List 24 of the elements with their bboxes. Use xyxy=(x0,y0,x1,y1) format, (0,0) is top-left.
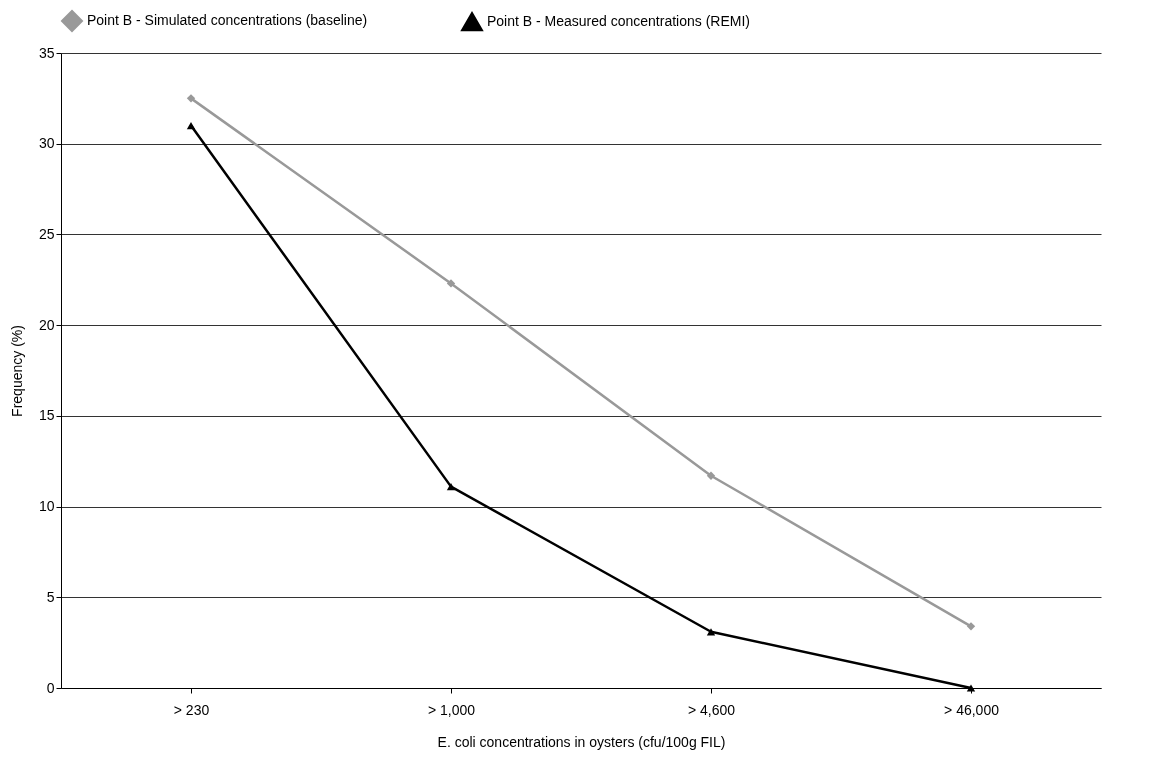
point xyxy=(966,622,976,631)
x-axis-title: E. coli concentrations in oysters (cfu/100g FIL) xyxy=(437,733,726,750)
x-tick-label: > 230 xyxy=(173,701,210,718)
x-tick-label: > 46,000 xyxy=(944,701,1000,718)
y-tick-label: 35 xyxy=(38,44,55,61)
x-tick-label: > 1,000 xyxy=(427,701,476,718)
y-tick-label: 15 xyxy=(38,407,55,424)
y-tick-label: 20 xyxy=(38,316,55,333)
point xyxy=(706,628,716,636)
point xyxy=(186,121,196,130)
y-axis-title: Frequency (%) xyxy=(8,325,25,417)
point xyxy=(706,471,716,480)
point xyxy=(186,94,196,103)
legend-label: Point B - Simulated concentrations (baseline) xyxy=(87,12,368,28)
y-tick-label: 25 xyxy=(38,225,55,242)
point xyxy=(446,279,456,288)
y-tick-label: 5 xyxy=(46,588,55,605)
y-tick-label: 30 xyxy=(38,135,55,152)
y-tick-label: 0 xyxy=(46,679,55,696)
y-tick-label: 10 xyxy=(38,498,55,515)
legend-label: Point B - Measured concentrations (REMI) xyxy=(487,12,750,29)
x-tick-label: > 4,600 xyxy=(687,701,736,718)
point xyxy=(446,482,456,491)
point xyxy=(966,684,976,692)
